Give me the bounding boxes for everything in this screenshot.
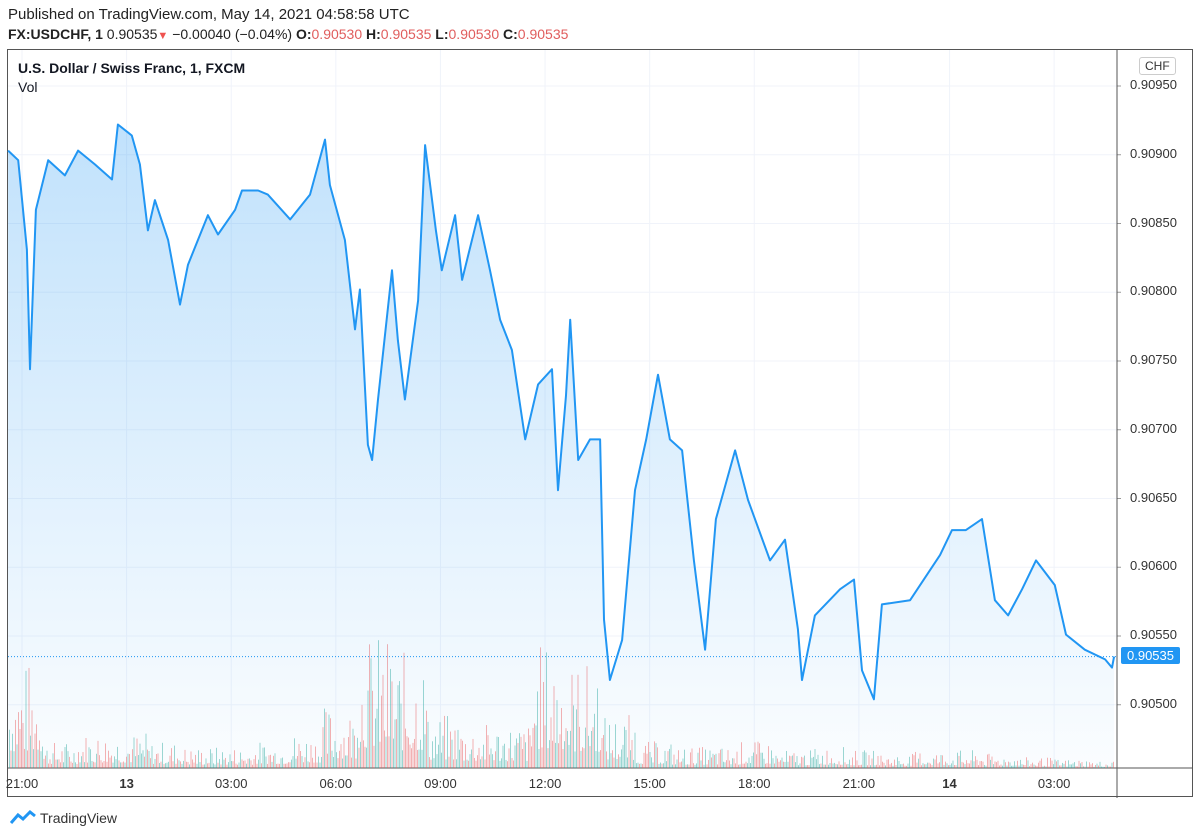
low-label: L: (435, 26, 449, 42)
change: −0.00040 (−0.04%) (172, 26, 293, 42)
published-line: Published on TradingView.com, May 14, 20… (8, 6, 410, 23)
x-tick-label: 13 (119, 776, 134, 791)
open-value: 0.90530 (311, 26, 363, 42)
y-tick-label: 0.90500 (1130, 695, 1177, 711)
symbol: FX:USDCHF, 1 (8, 26, 103, 42)
x-tick-label: 21:00 (842, 776, 876, 791)
y-tick-label: 0.90650 (1130, 489, 1177, 505)
x-tick-label: 21:00 (5, 776, 39, 791)
x-tick-label: 15:00 (633, 776, 666, 791)
y-tick-label: 0.90900 (1130, 145, 1177, 161)
x-tick-label: 03:00 (1037, 776, 1071, 791)
high-value: 0.90535 (380, 26, 432, 42)
y-tick-label: 0.90700 (1130, 420, 1177, 436)
open-label: O: (295, 26, 312, 42)
y-tick-label: 0.90950 (1130, 77, 1177, 92)
x-tick-label: 18:00 (737, 776, 771, 791)
close-value: 0.90535 (517, 26, 569, 42)
x-tick-label: 09:00 (424, 776, 457, 791)
last-price-label: 0.90535 (1121, 646, 1180, 664)
tradingview-logo[interactable]: TradingView (10, 810, 117, 826)
down-arrow-icon: ▼ (157, 30, 169, 42)
chart-frame[interactable] (7, 49, 1193, 797)
currency-button[interactable]: CHF (1139, 57, 1176, 75)
y-tick-label: 0.90600 (1130, 558, 1177, 574)
x-tick-label: 14 (942, 776, 957, 791)
brand-name: TradingView (40, 810, 118, 826)
last-price: 0.90535 (106, 26, 158, 42)
x-tick-label: 06:00 (319, 776, 353, 791)
y-tick-label: 0.90750 (1130, 352, 1177, 367)
close-label: C: (503, 26, 518, 42)
volume-legend: Vol (18, 79, 38, 95)
high-label: H: (366, 26, 381, 42)
y-tick-label: 0.90550 (1130, 627, 1177, 642)
y-tick-label: 0.90800 (1130, 283, 1177, 299)
ohlc-line: FX:USDCHF, 1 0.90535▼ −0.00040 (−0.04%) … (8, 26, 568, 42)
tradingview-logo-icon (10, 810, 36, 824)
price-line (7, 123, 1116, 701)
price-area (8, 124, 1115, 768)
y-tick-label: 0.90850 (1130, 214, 1177, 230)
x-tick-label: 03:00 (214, 776, 248, 791)
chart-legend-title: U.S. Dollar / Swiss Franc, 1, FXCM (18, 60, 246, 76)
low-value: 0.90530 (448, 26, 500, 42)
x-tick-label: 12:00 (528, 776, 562, 791)
